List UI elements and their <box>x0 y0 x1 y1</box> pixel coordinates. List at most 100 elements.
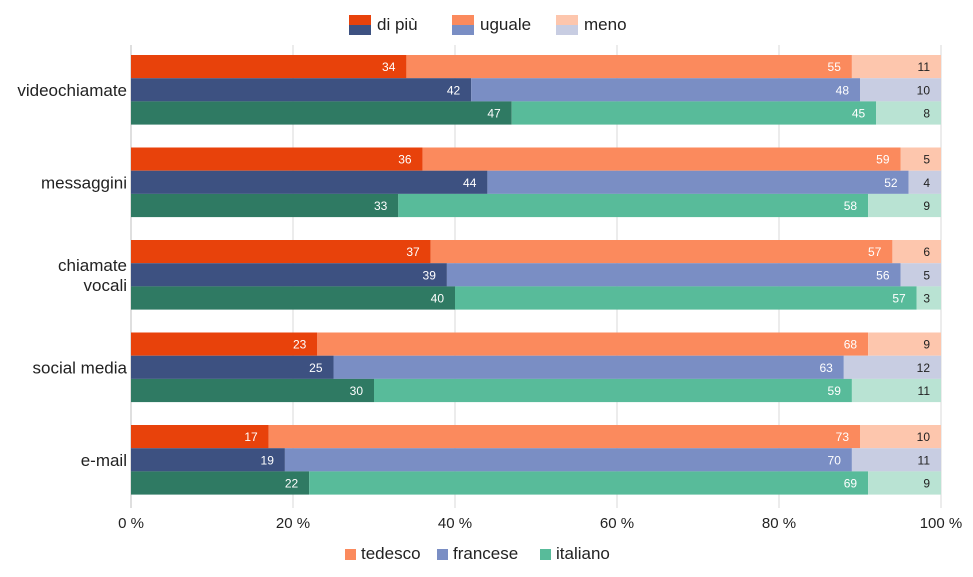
data-label-4-tedesco-di-piu: 17 <box>244 430 258 444</box>
data-label-0-tedesco-di-piu: 34 <box>382 60 396 74</box>
bar-segment-4-francese-di-piu <box>131 448 285 472</box>
data-label-2-francese-uguale: 56 <box>876 268 890 282</box>
data-label-3-tedesco-uguale: 68 <box>844 338 858 352</box>
data-label-4-italiano-uguale: 69 <box>844 477 858 491</box>
category-label-4-0: e-mail <box>81 451 127 470</box>
legend-swatch-tedesco <box>345 548 356 560</box>
bar-segment-0-francese-uguale <box>471 78 860 102</box>
legend-label-meno: meno <box>584 15 627 34</box>
category-label-2-0: chiamate <box>58 256 127 275</box>
data-label-1-francese-uguale: 52 <box>884 176 898 190</box>
data-label-0-tedesco-uguale: 55 <box>828 60 842 74</box>
legend-swatch-uguale <box>452 15 474 35</box>
bar-segment-0-tedesco-uguale <box>406 55 852 79</box>
x-tick-label-80: 80 % <box>762 515 796 532</box>
legend-swatch-francese <box>437 548 448 560</box>
data-label-1-italiano-meno: 9 <box>923 199 930 213</box>
bar-segment-3-tedesco-meno <box>868 332 941 356</box>
category-label-1-0: messaggini <box>41 173 127 192</box>
bar-segment-4-tedesco-di-piu <box>131 425 269 449</box>
bar-segment-4-italiano-uguale <box>309 471 869 495</box>
category-label-3-0: social media <box>33 358 128 377</box>
x-tick-label-20: 20 % <box>276 515 310 532</box>
x-tick-label-60: 60 % <box>600 515 634 532</box>
data-label-2-italiano-di-piu: 40 <box>431 292 445 306</box>
bar-segment-2-tedesco-meno <box>892 240 941 264</box>
bar-segment-0-italiano-meno <box>876 101 941 125</box>
category-label-2-1: vocali <box>84 276 127 295</box>
data-label-4-francese-meno: 11 <box>918 453 931 467</box>
bar-segment-0-francese-meno <box>860 78 941 102</box>
bar-segment-4-italiano-meno <box>868 471 941 495</box>
data-label-4-tedesco-uguale: 73 <box>836 430 850 444</box>
legend-item-italiano: italiano <box>540 542 610 566</box>
data-label-0-italiano-di-piu: 47 <box>487 107 501 121</box>
bar-segment-4-francese-uguale <box>284 448 852 472</box>
bar-segment-2-tedesco-di-piu <box>131 240 431 264</box>
legend-item-meno: meno <box>556 12 627 38</box>
legend-label-di-piu: di più <box>377 15 418 34</box>
legend-top: di più uguale meno <box>0 12 973 38</box>
legend-swatch-meno <box>556 15 578 35</box>
bar-segment-2-italiano-uguale <box>455 286 917 310</box>
data-label-2-francese-meno: 5 <box>923 268 930 282</box>
bar-segment-1-francese-uguale <box>487 170 909 194</box>
x-tick-label-0: 0 % <box>118 515 144 532</box>
data-label-2-francese-di-piu: 39 <box>423 268 437 282</box>
data-label-3-tedesco-meno: 9 <box>923 338 930 352</box>
bar-segment-1-italiano-meno <box>868 193 941 218</box>
data-label-0-francese-uguale: 48 <box>836 83 850 97</box>
data-label-1-tedesco-uguale: 59 <box>876 153 890 167</box>
legend-label-italiano: italiano <box>556 544 610 563</box>
bar-segment-0-tedesco-di-piu <box>131 55 407 79</box>
bar-segment-2-italiano-di-piu <box>131 286 455 310</box>
bar-segment-4-italiano-di-piu <box>131 471 310 495</box>
data-label-4-italiano-di-piu: 22 <box>285 477 299 491</box>
bar-segment-4-francese-meno <box>851 448 941 472</box>
bar-segment-2-italiano-meno <box>916 286 941 310</box>
data-label-4-italiano-meno: 9 <box>923 477 930 491</box>
bar-segment-0-francese-di-piu <box>131 78 472 102</box>
data-label-0-francese-meno: 10 <box>917 83 931 97</box>
bar-segment-1-tedesco-uguale <box>422 147 901 171</box>
data-label-1-francese-meno: 4 <box>923 176 930 190</box>
data-label-3-italiano-di-piu: 30 <box>350 384 364 398</box>
bar-segment-3-italiano-di-piu <box>131 378 374 403</box>
data-label-1-francese-di-piu: 44 <box>463 176 477 190</box>
bar-segment-3-italiano-uguale <box>374 378 852 403</box>
legend-item-uguale: uguale <box>452 12 531 38</box>
data-label-3-francese-di-piu: 25 <box>309 361 323 375</box>
bar-segment-0-tedesco-meno <box>851 55 941 79</box>
bar-segment-3-francese-meno <box>843 355 941 379</box>
legend-bottom: tedesco francese italiano <box>0 542 973 566</box>
data-label-2-tedesco-di-piu: 37 <box>406 245 420 259</box>
legend-label-uguale: uguale <box>480 15 532 34</box>
category-label-0-0: videochiamate <box>17 81 127 100</box>
legend-item-francese: francese <box>437 542 518 566</box>
legend-label-tedesco: tedesco <box>361 544 421 563</box>
data-label-0-francese-di-piu: 42 <box>447 83 461 97</box>
data-label-0-tedesco-meno: 11 <box>918 60 931 74</box>
data-label-2-tedesco-meno: 6 <box>923 245 930 259</box>
bar-segment-0-italiano-uguale <box>511 101 877 125</box>
x-tick-label-100: 100 % <box>920 515 963 532</box>
bar-segment-2-francese-di-piu <box>131 263 447 287</box>
legend-item-di-piu: di più <box>349 12 418 38</box>
data-label-3-francese-uguale: 63 <box>819 361 833 375</box>
bar-segment-4-tedesco-meno <box>860 425 941 449</box>
bar-segment-3-francese-di-piu <box>131 355 334 379</box>
bar-segment-2-tedesco-uguale <box>430 240 893 264</box>
legend-label-francese: francese <box>453 544 519 563</box>
bar-segment-1-italiano-di-piu <box>131 193 399 218</box>
data-label-0-italiano-meno: 8 <box>923 107 930 121</box>
data-label-1-tedesco-meno: 5 <box>923 153 930 167</box>
data-label-4-francese-di-piu: 19 <box>261 453 275 467</box>
bar-segment-1-tedesco-meno <box>900 147 941 171</box>
bar-segment-3-italiano-meno <box>851 378 941 403</box>
bar-segment-3-tedesco-uguale <box>317 332 869 356</box>
data-label-1-italiano-uguale: 58 <box>844 199 858 213</box>
bar-segment-3-francese-uguale <box>333 355 844 379</box>
data-label-2-tedesco-uguale: 57 <box>868 245 882 259</box>
bar-segment-3-tedesco-di-piu <box>131 332 318 356</box>
